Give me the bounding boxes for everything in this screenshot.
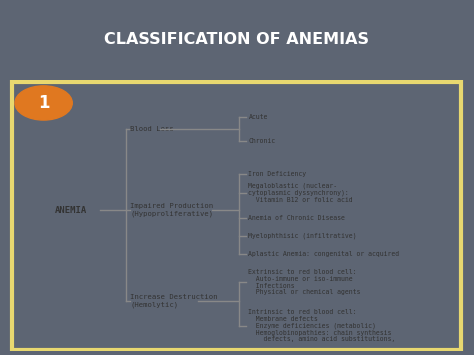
Text: ANEMIA: ANEMIA xyxy=(55,206,87,215)
Text: Iron Deficiency: Iron Deficiency xyxy=(248,170,307,176)
Text: Anemia of Chronic Disease: Anemia of Chronic Disease xyxy=(248,215,345,222)
Text: 1: 1 xyxy=(38,94,49,112)
Text: Increase Destruction
(Hemolytic): Increase Destruction (Hemolytic) xyxy=(130,294,218,308)
Text: Chronic: Chronic xyxy=(248,138,275,144)
Text: Intrinsic to red blood cell:
  Membrane defects
  Enzyme deficiencies (metabolic: Intrinsic to red blood cell: Membrane de… xyxy=(248,309,396,343)
Text: Megaloblastic (nuclear-
cytoplasmic dyssynchrony):
  Vitamin B12 or folic acid: Megaloblastic (nuclear- cytoplasmic dyss… xyxy=(248,182,353,203)
Circle shape xyxy=(15,86,72,120)
Text: Myelophthisic (infiltrative): Myelophthisic (infiltrative) xyxy=(248,233,357,239)
Text: Extrinsic to red blood cell:
  Auto-immune or iso-immune
  Infections
  Physical: Extrinsic to red blood cell: Auto-immune… xyxy=(248,269,361,295)
Text: CLASSIFICATION OF ANEMIAS: CLASSIFICATION OF ANEMIAS xyxy=(104,32,370,47)
Text: Impaired Production
(Hypoproliferative): Impaired Production (Hypoproliferative) xyxy=(130,203,213,217)
Text: Aplastic Anemia: congenital or acquired: Aplastic Anemia: congenital or acquired xyxy=(248,251,400,257)
Text: Acute: Acute xyxy=(248,114,268,120)
Text: Blood Loss: Blood Loss xyxy=(130,126,174,132)
